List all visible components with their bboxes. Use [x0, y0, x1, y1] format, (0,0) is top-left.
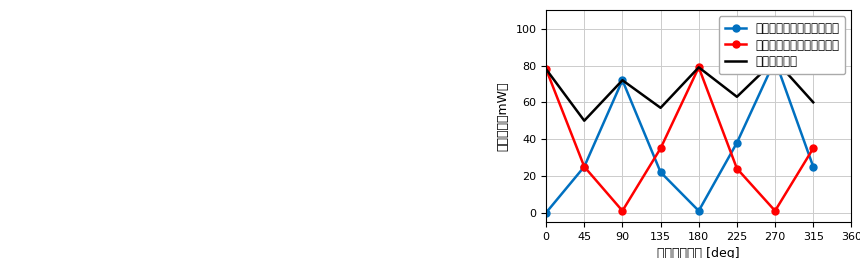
従来アンテナ（水平偏波） [732, 167, 742, 170]
Line: 従来アンテナ（水平偏波）: 従来アンテナ（水平偏波） [543, 64, 817, 214]
従来アンテナ（水平偏波） [808, 147, 819, 150]
従来アンテナ（水平偏波） [655, 147, 666, 150]
従来アンテナ（垂直偏波） [579, 165, 589, 168]
従来アンテナ（垂直偏波） [617, 79, 628, 82]
従来アンテナ（垂直偏波） [655, 171, 666, 174]
従来アンテナ（水平偏波） [617, 209, 628, 212]
提案アンテナ [579, 119, 589, 122]
X-axis label: アンテナ方向 [deg]: アンテナ方向 [deg] [657, 247, 740, 258]
従来アンテナ（垂直偏波） [541, 211, 551, 214]
提案アンテナ [693, 66, 703, 69]
提案アンテナ [655, 106, 666, 109]
提案アンテナ [808, 101, 819, 104]
提案アンテナ [617, 79, 628, 82]
従来アンテナ（水平偏波） [541, 68, 551, 71]
従来アンテナ（垂直偏波） [693, 209, 703, 212]
従来アンテナ（水平偏波） [770, 209, 780, 212]
従来アンテナ（垂直偏波） [732, 141, 742, 144]
Line: 従来アンテナ（垂直偏波）: 従来アンテナ（垂直偏波） [543, 57, 817, 216]
Line: 提案アンテナ: 提案アンテナ [546, 60, 814, 121]
従来アンテナ（垂直偏波） [808, 165, 819, 168]
提案アンテナ [541, 68, 551, 71]
提案アンテナ [732, 95, 742, 98]
Legend: 従来アンテナ（垂直偏波）, 従来アンテナ（水平偏波）, 提案アンテナ: 従来アンテナ（垂直偏波）, 従来アンテナ（水平偏波）, 提案アンテナ [719, 16, 845, 74]
従来アンテナ（垂直偏波） [770, 59, 780, 62]
従来アンテナ（水平偏波） [579, 165, 589, 168]
Y-axis label: 受電電力［mW］: 受電電力［mW］ [497, 81, 510, 151]
従来アンテナ（水平偏波） [693, 66, 703, 69]
提案アンテナ [770, 59, 780, 62]
